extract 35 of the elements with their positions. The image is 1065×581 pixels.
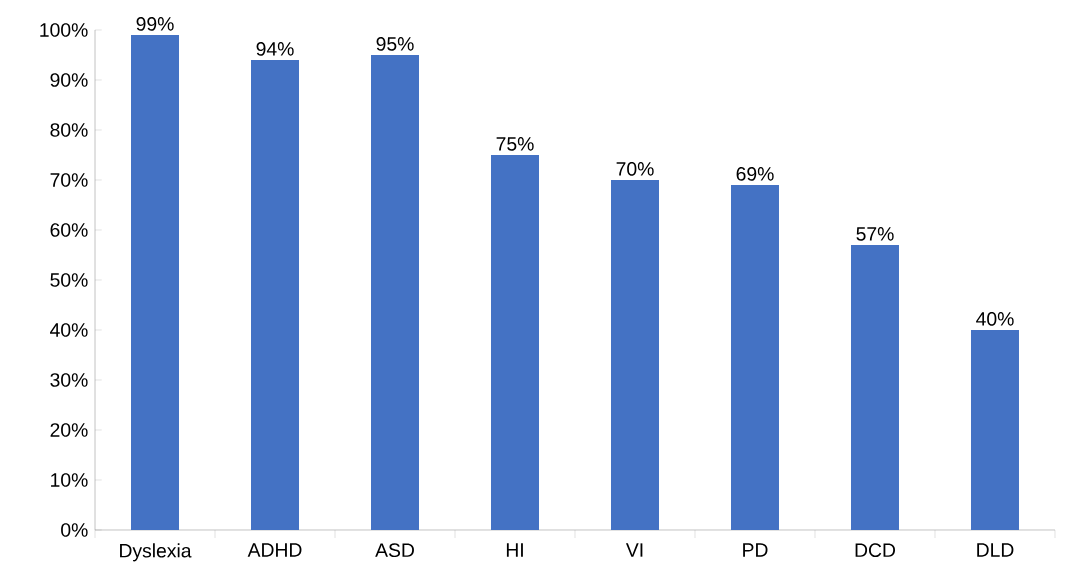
x-tick-label: Dyslexia <box>120 543 192 562</box>
y-tick-label: 90% <box>50 73 88 87</box>
y-tick-label: 10% <box>51 473 88 487</box>
bar <box>850 244 899 530</box>
x-tick-label: VI <box>625 543 643 557</box>
bar <box>251 59 299 530</box>
y-tick-label: 20% <box>50 423 88 437</box>
y-tick-label: 40% <box>50 323 88 337</box>
y-tick-label: 70% <box>50 173 88 187</box>
data-label: 75% <box>496 137 534 151</box>
x-tick-label: DLD <box>977 543 1014 557</box>
bar <box>730 184 779 530</box>
data-label: 57% <box>856 227 894 241</box>
x-tick-label: PD <box>743 543 768 557</box>
y-tick-label: 100% <box>40 23 88 37</box>
y-tick-label: 60% <box>50 223 88 237</box>
data-label: 40% <box>976 312 1014 326</box>
bar <box>970 329 1019 530</box>
data-label: 95% <box>376 37 414 51</box>
data-label: 99% <box>136 17 174 31</box>
y-tick-label: 80% <box>50 123 88 137</box>
y-tick-label: 0% <box>61 523 88 537</box>
x-tick-label: DCD <box>855 543 896 558</box>
x-tick-label: ASD <box>375 543 414 558</box>
data-label: 69% <box>736 167 774 181</box>
y-tick-label: 30% <box>50 373 88 387</box>
x-tick-label: HI <box>506 543 523 557</box>
y-tick-label: 50% <box>50 273 88 287</box>
data-label: 70% <box>616 162 654 176</box>
x-tick-label: ADHD <box>247 543 302 557</box>
data-label: 94% <box>256 42 294 56</box>
bar <box>491 154 539 530</box>
bar <box>611 179 659 530</box>
bar <box>131 34 180 530</box>
bar <box>371 54 419 530</box>
